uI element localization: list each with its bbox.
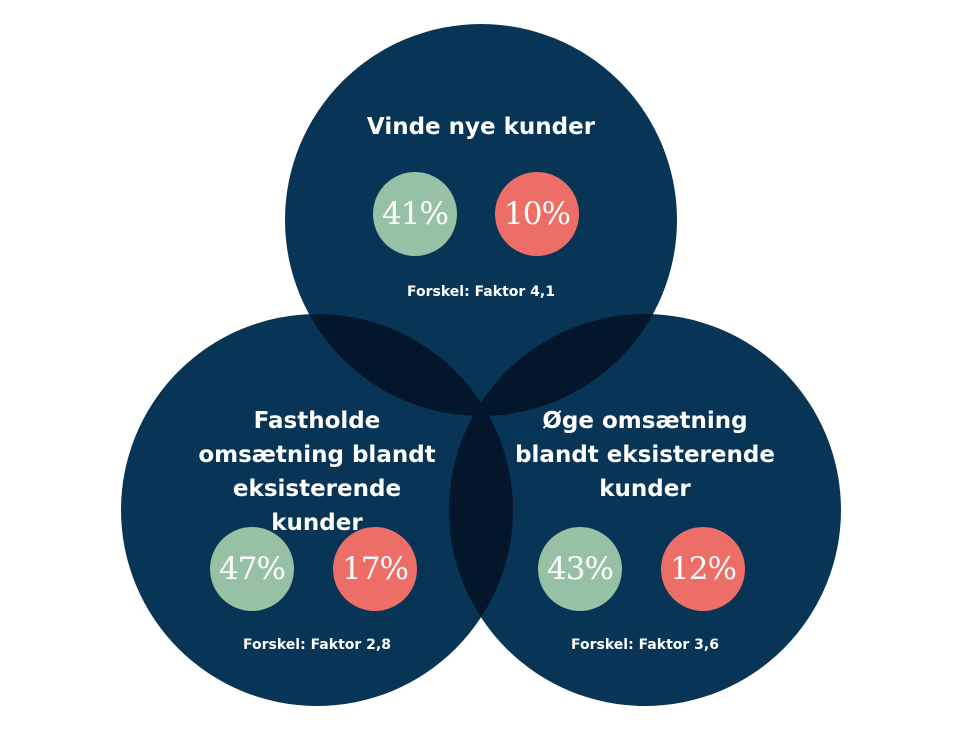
negative-percentage: 12% xyxy=(661,527,745,611)
positive-percentage: 47% xyxy=(210,527,294,611)
difference-label: Forskel: Faktor 2,8 xyxy=(243,637,391,653)
group-vinde-nye-kunder: Vinde nye kunder 41% 10% Forskel: Faktor… xyxy=(331,0,631,320)
group-title: Vinde nye kunder xyxy=(366,114,596,140)
group-title: Fastholde omsætning blandt eksisterende … xyxy=(198,408,436,536)
positive-percentage: 43% xyxy=(538,527,622,611)
circle-top xyxy=(285,24,677,416)
group-fastholde-omsaetning: Fastholde omsætning blandt eksisterende … xyxy=(167,0,467,680)
difference-label: Forskel: Faktor 4,1 xyxy=(407,284,555,300)
circle-right xyxy=(449,314,841,706)
difference-label: Forskel: Faktor 3,6 xyxy=(571,637,719,653)
positive-percentage: 41% xyxy=(373,172,457,256)
group-title: Øge omsætning blandt eksisterende kunder xyxy=(515,408,775,502)
circle-left xyxy=(121,314,513,706)
negative-percentage: 10% xyxy=(495,172,579,256)
group-oege-omsaetning: Øge omsætning blandt eksisterende kunder… xyxy=(495,0,795,680)
negative-percentage: 17% xyxy=(333,527,417,611)
